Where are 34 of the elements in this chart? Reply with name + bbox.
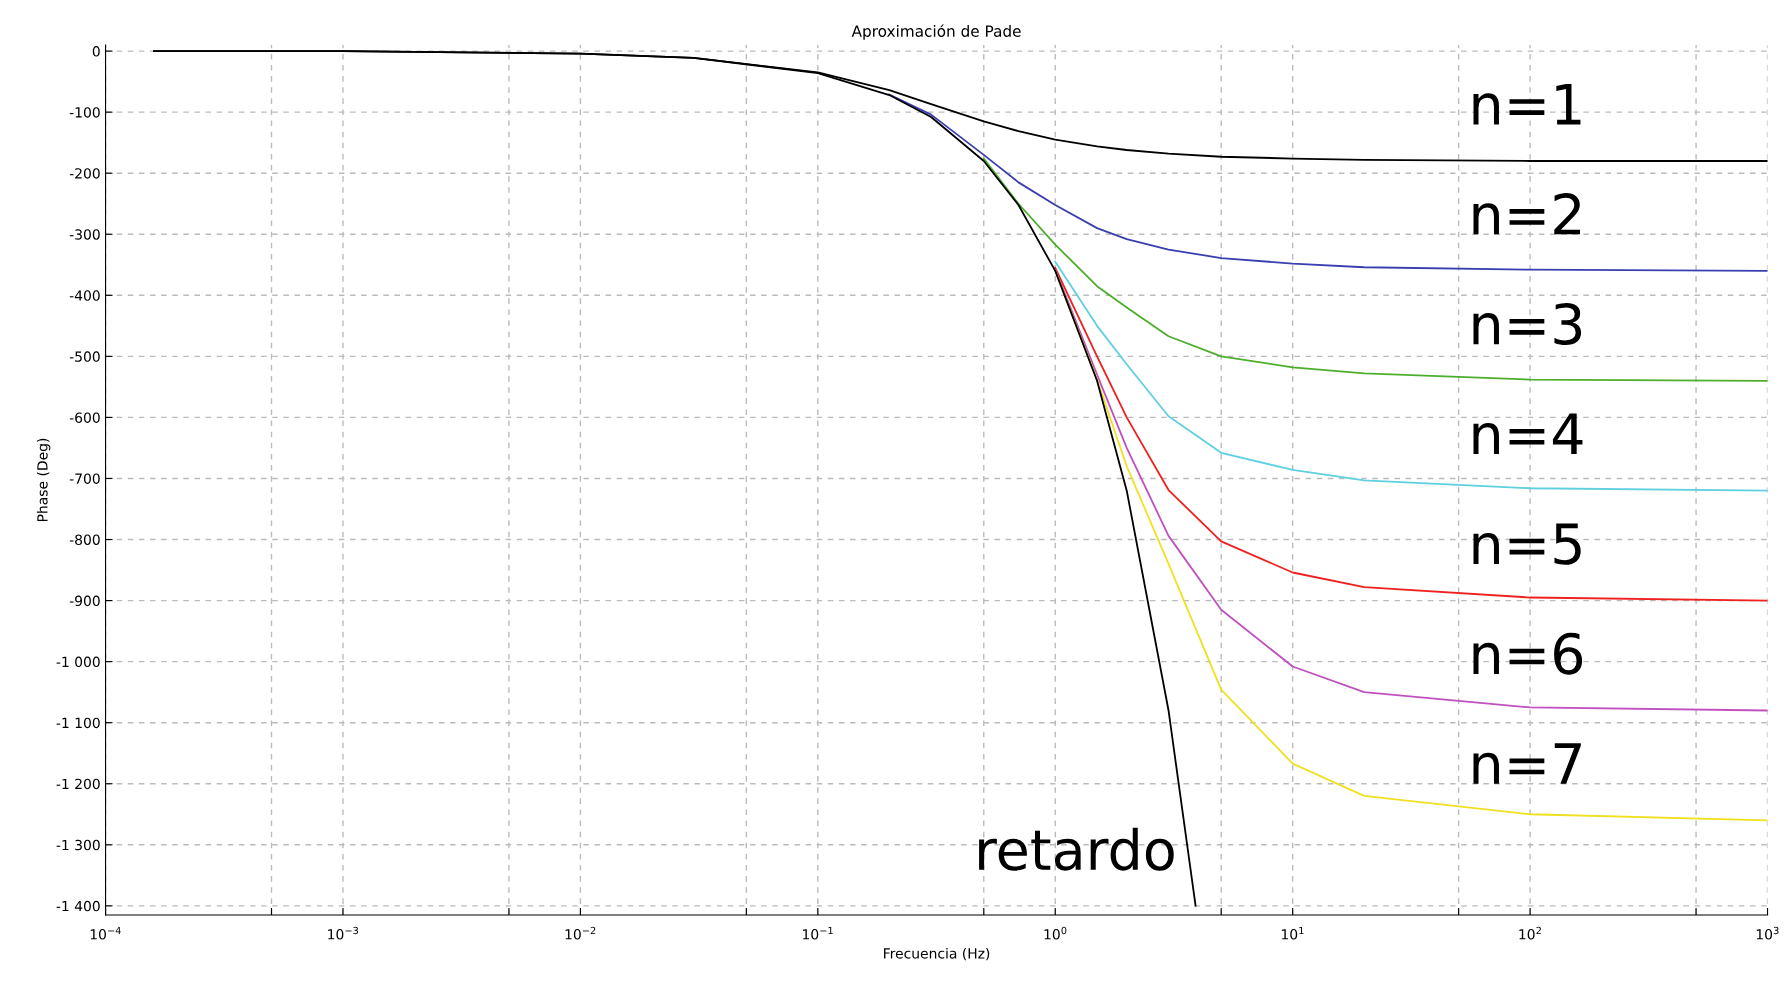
y-tick-label: -300 [69, 229, 100, 240]
x-tick-label: 10$^{2}$ [1519, 926, 1541, 940]
series-label: n=7 [1473, 743, 1581, 784]
y-tick-label: -1 000 [56, 656, 100, 668]
x-tick-label: 10$^{1}$ [1281, 926, 1304, 940]
y-tick-label: -1 100 [56, 717, 100, 729]
series-label: n=6 [1473, 632, 1583, 675]
series-label: n=1 [1473, 83, 1581, 125]
x-tick-label: 10$^{−4}$ [90, 926, 121, 940]
x-axis-title: Frecuencia (Hz) [884, 947, 990, 961]
y-tick-label: -900 [69, 595, 100, 607]
series-label: n=3 [1473, 302, 1582, 346]
y-tick-label: -500 [69, 351, 100, 362]
x-tick-label: 10$^{−1}$ [803, 926, 833, 940]
y-tick-label: -800 [69, 534, 100, 545]
x-tick-label: 10$^{−2}$ [565, 926, 596, 940]
y-axis-title: Phase (Deg) [36, 438, 51, 522]
series-label: n=4 [1473, 413, 1583, 455]
series-label: n=2 [1473, 193, 1580, 235]
chart-title: Aproximación de Pade [851, 24, 1021, 40]
y-tick-label: -1 200 [56, 778, 100, 790]
series-label: retardo [979, 827, 1174, 871]
series-label: n=5 [1473, 523, 1581, 565]
y-tick-label: -400 [69, 290, 100, 301]
y-tick-label: 0 [92, 46, 100, 57]
y-tick-label: -200 [69, 168, 100, 179]
x-tick-label: 10$^{−3}$ [328, 926, 359, 940]
x-tick-label: 10$^{3}$ [1756, 926, 1779, 940]
y-tick-label: -1 300 [56, 839, 100, 851]
y-tick-label: -100 [69, 107, 100, 118]
y-tick-label: -600 [69, 412, 100, 423]
y-tick-label: -1 400 [56, 900, 100, 912]
y-tick-label: -700 [69, 473, 100, 484]
x-tick-label: 10$^{0}$ [1044, 926, 1067, 940]
